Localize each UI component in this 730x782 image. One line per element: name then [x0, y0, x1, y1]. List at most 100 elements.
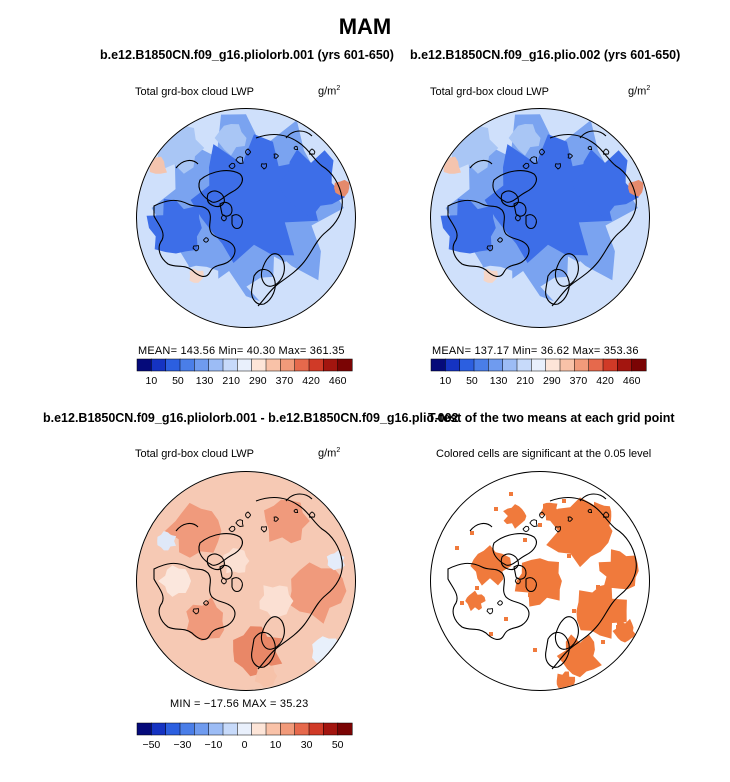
significant-cell-9 [556, 671, 576, 690]
significant-speckle-11 [533, 648, 537, 652]
diff-field-6 [158, 565, 191, 597]
units-exponent: 2 [336, 85, 341, 92]
colorbar-top-left [136, 358, 353, 372]
coastline-4 [492, 170, 537, 203]
island-0 [235, 519, 244, 527]
colorbar-swatch-14 [631, 358, 647, 372]
colorbar-swatch-11 [294, 358, 310, 372]
map-border [136, 471, 356, 691]
diff-field-2 [288, 562, 347, 624]
colorbar-tick-label: 290 [543, 375, 561, 387]
coastline-9 [469, 522, 493, 532]
colorbar-tick-label: 0 [241, 739, 248, 751]
colorbar-tick-label: 290 [249, 375, 267, 387]
island-4 [567, 153, 574, 159]
coastline-5 [549, 496, 637, 670]
coastline-9 [469, 159, 493, 169]
island-0 [529, 519, 538, 527]
colorbar-tick-label: 460 [328, 375, 347, 387]
colorbar-tick-label: −10 [204, 739, 223, 751]
colorbar-ticks-bottom-left: −50 −30 −10 0 10 30 50 [137, 739, 352, 753]
deep-field-west [440, 198, 496, 254]
colorbar-swatch-2 [165, 722, 181, 736]
coastline-0 [447, 562, 530, 641]
variable-label-bottom-left: Total grd-box cloud LWP [135, 448, 255, 460]
island-8 [496, 600, 504, 606]
units-exponent: 2 [646, 85, 651, 92]
colorbar-tick-label: 50 [331, 739, 344, 751]
map-border [430, 108, 650, 328]
colorbar-swatch-1 [445, 358, 461, 372]
island-3 [554, 163, 562, 170]
coastline-7 [545, 631, 570, 668]
coastline-3 [231, 577, 243, 593]
coastline-1 [206, 190, 225, 208]
warm-pocket-1 [443, 156, 461, 174]
coastline-5 [255, 496, 343, 670]
colorbar-tick-label: 370 [569, 375, 588, 387]
colorbar-swatch-12 [602, 358, 618, 372]
colorbar-swatch-5 [208, 358, 224, 372]
map-border [430, 471, 650, 691]
units-bottom-left: g/m2 [318, 447, 340, 460]
colorbar-swatch-13 [323, 722, 339, 736]
significant-speckle-2 [596, 585, 600, 589]
colorbar-swatch-14 [337, 722, 353, 736]
deep-field-west [146, 198, 202, 254]
coastline-8 [285, 130, 313, 139]
colorbar-bottom-left [136, 722, 353, 736]
coastlines [447, 493, 637, 670]
significant-speckle-17 [611, 570, 615, 574]
colorbar-tick-label: 210 [516, 375, 534, 387]
panel-title-top-right: b.e12.B1850CN.f09_g16.plio.002 (yrs 601-… [410, 48, 681, 62]
significant-speckle-20 [470, 531, 474, 535]
significant-speckle-9 [567, 554, 571, 558]
colorbar-swatch-3 [473, 358, 489, 372]
polar-map-top-left [136, 108, 356, 328]
stats-top-right: MEAN= 137.17 Min= 36.62 Max= 353.36 [432, 345, 639, 357]
coastline-8 [579, 130, 607, 139]
warm-pocket-3 [483, 268, 498, 283]
figure-title: MAM [338, 14, 392, 39]
island-6 [587, 508, 593, 514]
island-2 [228, 162, 236, 170]
island-9 [486, 245, 494, 252]
coastline-7 [545, 268, 570, 305]
significant-speckle-19 [577, 664, 581, 668]
pale-region-4 [214, 124, 247, 156]
colorbar-tick-label: 460 [622, 375, 641, 387]
coastline-3 [231, 214, 243, 230]
colorbar-swatch-6 [222, 722, 238, 736]
coastlines [153, 130, 343, 307]
significant-cell-8 [465, 590, 486, 612]
colorbar-tick-label: 10 [145, 375, 158, 387]
colorbar-tick-label: 370 [275, 375, 294, 387]
coastline-0 [447, 199, 530, 278]
map-border [136, 108, 356, 328]
significant-speckle-13 [499, 562, 503, 566]
island-0 [235, 156, 244, 164]
pale-region-4 [508, 124, 541, 156]
diff-field-1 [264, 499, 310, 544]
significant-speckle-24 [582, 539, 586, 543]
significant-cell-2 [470, 545, 512, 586]
colorbar-tick-label: 420 [596, 375, 614, 387]
map-field [137, 109, 355, 327]
island-1 [539, 511, 546, 519]
island-9 [486, 608, 494, 615]
colorbar-ticks-top-left: 10 50 130 210 290 370 420 460 [137, 375, 352, 389]
significant-cell-5 [598, 549, 639, 590]
units-top-left: g/m2 [318, 85, 340, 98]
significant-cell-7 [540, 502, 559, 521]
colorbar-tick-label: 210 [222, 375, 240, 387]
island-3 [260, 163, 268, 170]
colorbar-top-right [430, 358, 647, 372]
colorbar-tick-label: −50 [142, 739, 161, 751]
coastline-6 [554, 253, 579, 287]
colorbar-swatch-0 [136, 722, 152, 736]
deep-field [484, 134, 612, 263]
island-9 [192, 245, 200, 252]
island-7 [514, 214, 521, 222]
colorbar-swatch-14 [337, 358, 353, 372]
variable-label-top-right: Total grd-box cloud LWP [430, 86, 550, 98]
